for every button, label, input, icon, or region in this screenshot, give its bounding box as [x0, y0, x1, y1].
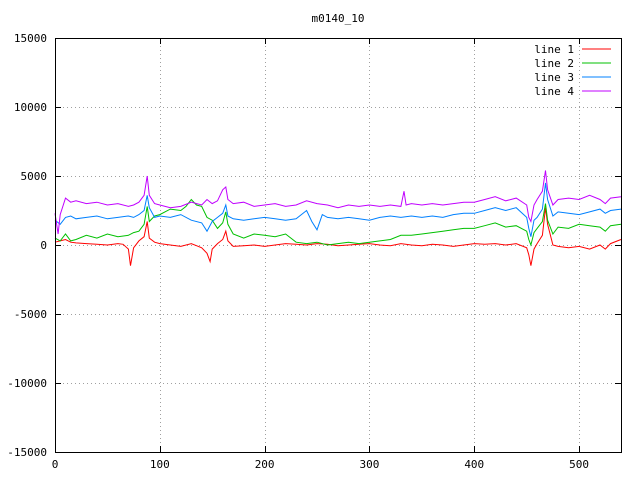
- y-tick-label: 10000: [14, 101, 47, 114]
- axis-ticks: 0 100 200 300 400 500 -15000 -10000 -5000 0 5000 10…: [7, 32, 621, 471]
- x-tick-label: 200: [255, 458, 275, 471]
- x-tick-label: 400: [464, 458, 484, 471]
- y-tick-label: -10000: [7, 377, 47, 390]
- x-tick-label: 300: [360, 458, 380, 471]
- legend-label-1: line 1: [534, 43, 574, 56]
- series-line-2: [54, 198, 622, 247]
- y-tick-label: -5000: [14, 308, 47, 321]
- legend-label-2: line 2: [534, 57, 574, 70]
- y-tick-label: 0: [40, 239, 47, 252]
- x-tick-label: 100: [150, 458, 170, 471]
- y-tick-label: -15000: [7, 446, 47, 459]
- chart-title: m0140_10: [312, 12, 365, 25]
- series-line-3: [54, 182, 622, 237]
- series-line-1: [54, 207, 622, 266]
- series-lines: [54, 170, 622, 266]
- y-tick-label: 15000: [14, 32, 47, 45]
- legend-label-3: line 3: [534, 71, 574, 84]
- series-line-4: [54, 170, 622, 235]
- grid: [55, 38, 621, 452]
- y-tick-label: 5000: [21, 170, 48, 183]
- x-tick-label: 0: [52, 458, 59, 471]
- legend-label-4: line 4: [534, 85, 574, 98]
- x-tick-label: 500: [569, 458, 589, 471]
